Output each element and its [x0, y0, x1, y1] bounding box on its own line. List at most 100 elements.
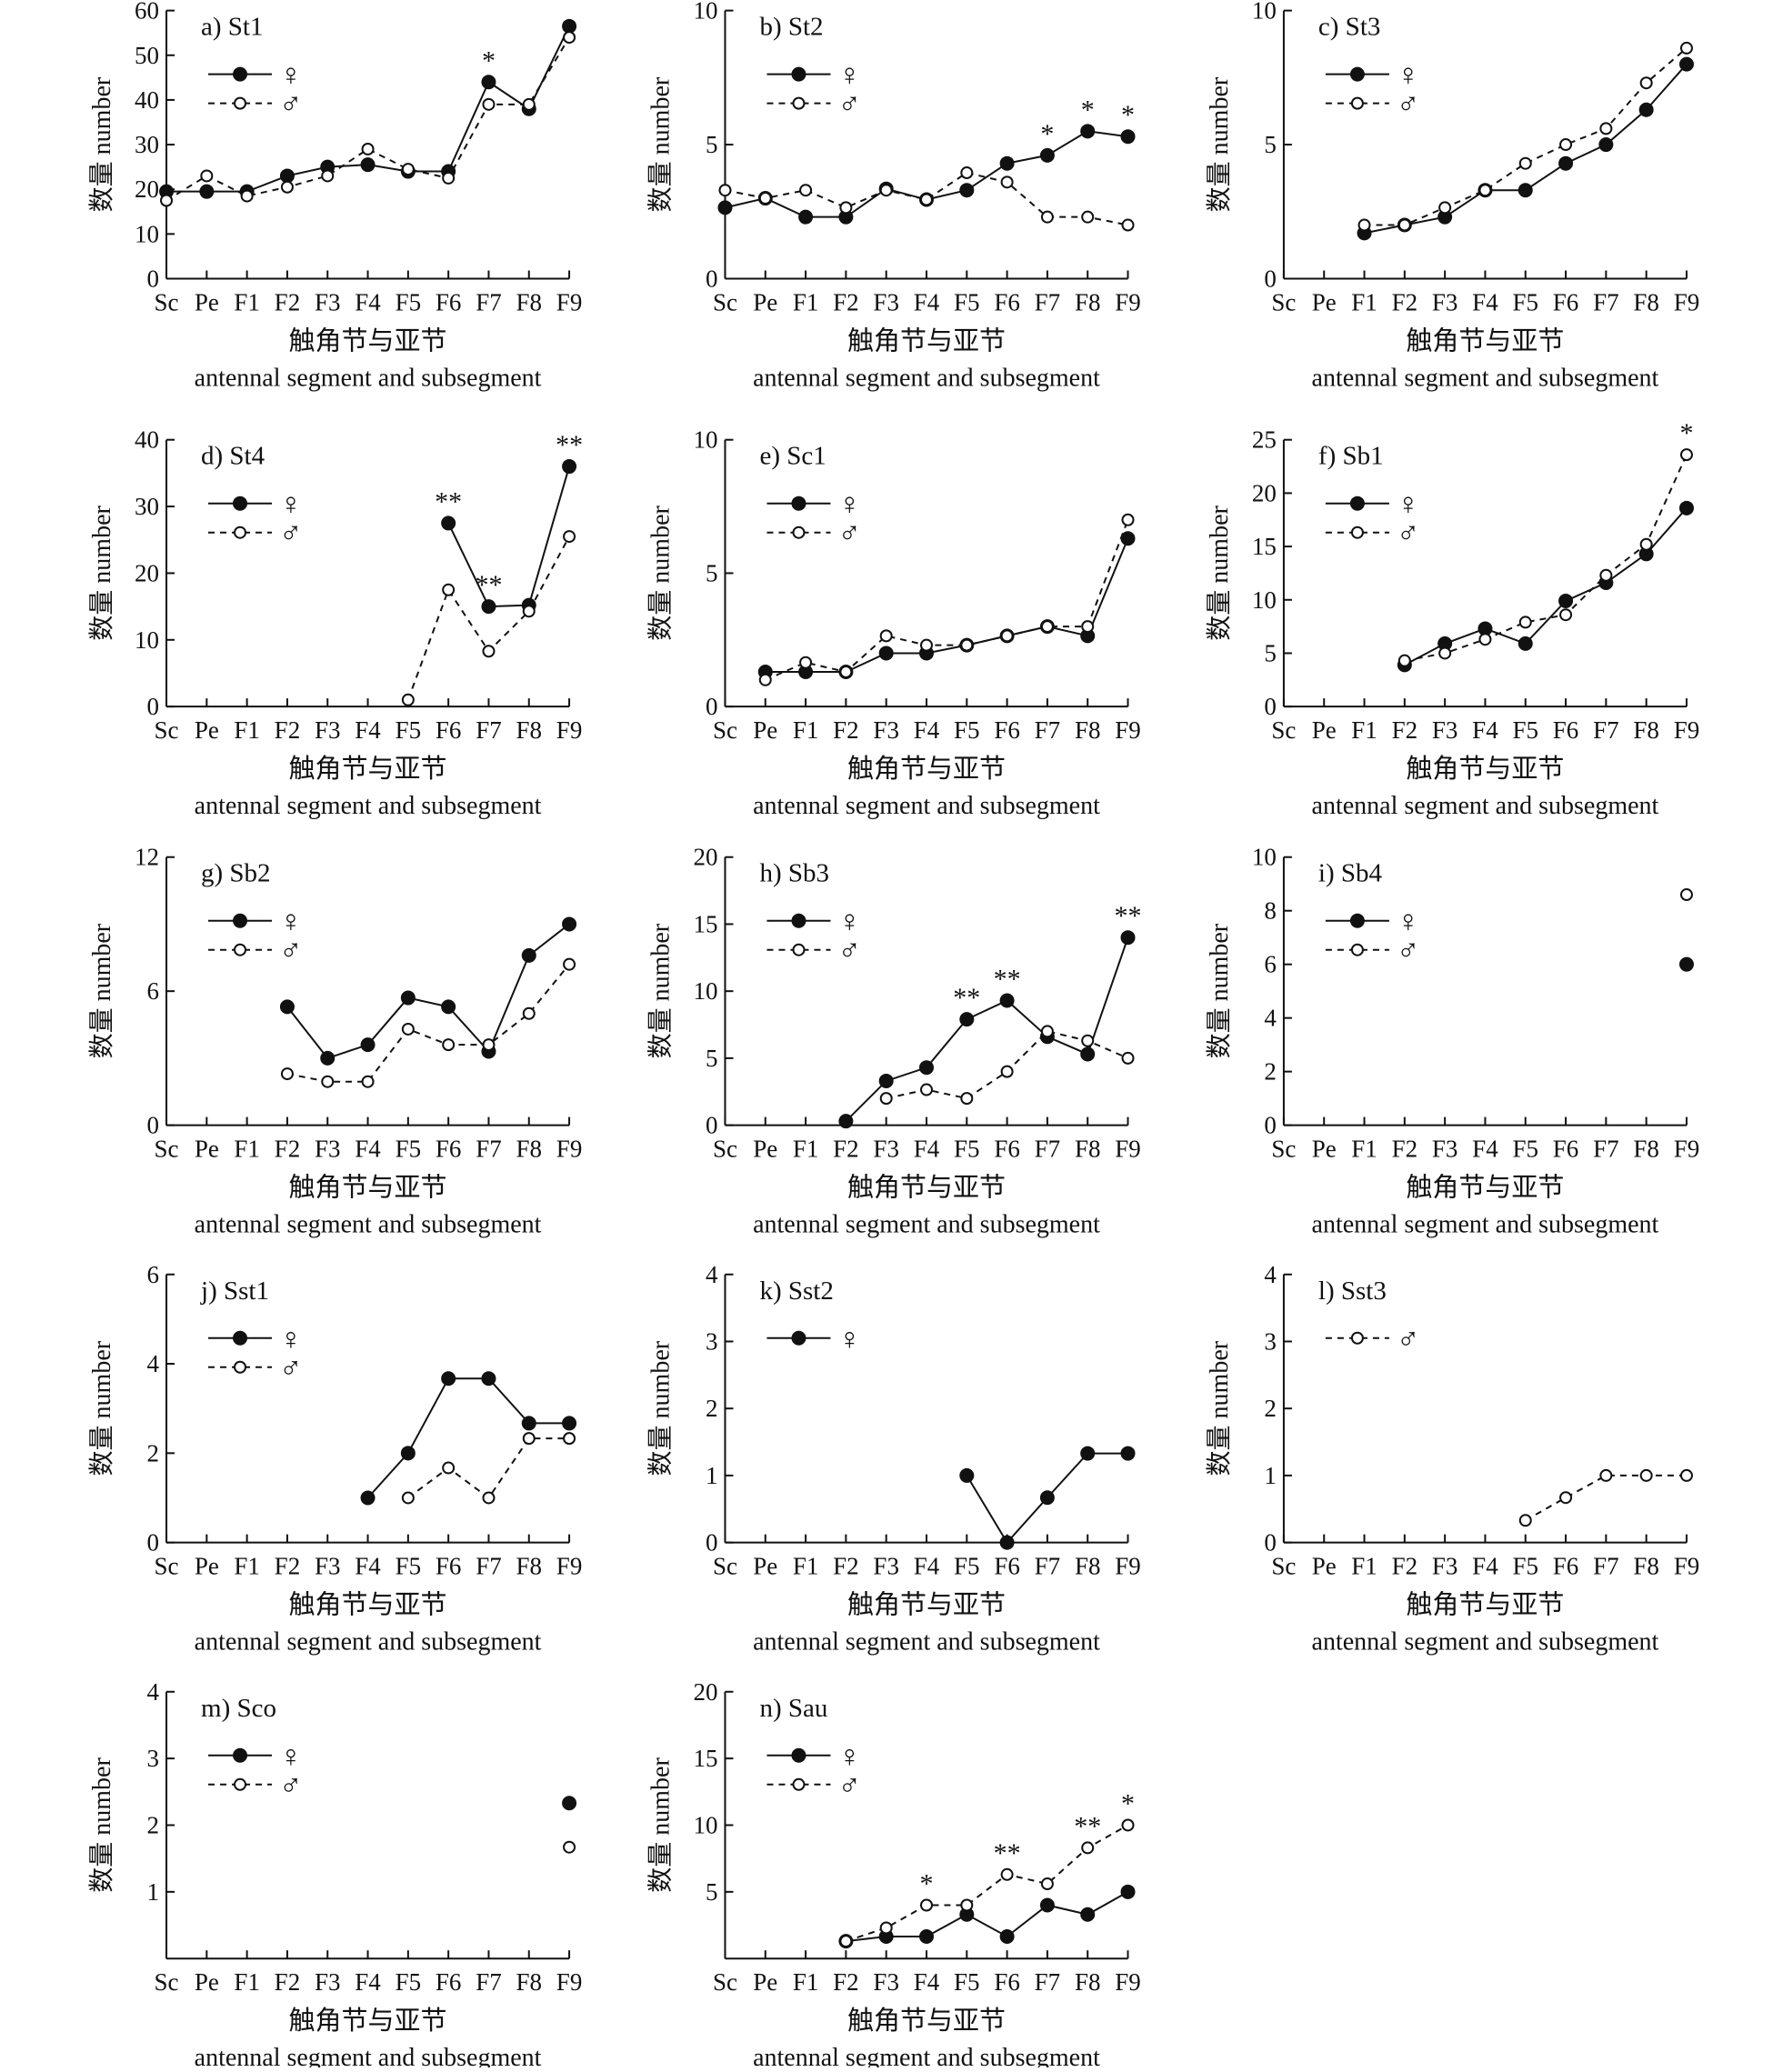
data-point-female [481, 599, 496, 615]
data-point-male [1000, 1065, 1014, 1078]
data-point-female [878, 1073, 894, 1088]
y-tick-label: 10 [1252, 844, 1277, 871]
x-tick-label: F7 [1035, 1553, 1061, 1580]
data-point-female [562, 459, 577, 475]
x-tick-label: F1 [1351, 716, 1377, 744]
y-tick-label: 6 [1264, 951, 1277, 978]
series-line-female [447, 465, 571, 608]
legend-marker-female [1349, 913, 1365, 928]
data-point-male [1000, 1867, 1014, 1881]
data-point-male [1559, 138, 1573, 152]
x-tick-label: Sc [713, 1968, 737, 1996]
x-tick-label: F5 [396, 1136, 422, 1163]
data-point-female [1598, 137, 1614, 153]
x-tick-label: F9 [556, 1553, 583, 1580]
y-tick-label: 0 [706, 1112, 718, 1139]
y-tick-label: 30 [135, 131, 159, 158]
y-tick-label: 0 [1264, 1112, 1277, 1139]
y-tick-label: 4 [1264, 1005, 1277, 1032]
x-tick-label: F2 [833, 1136, 859, 1163]
data-point-female [1638, 102, 1654, 117]
y-tick-label: 0 [147, 693, 160, 720]
data-point-male [401, 693, 415, 706]
x-tick-label: F9 [1115, 1136, 1141, 1163]
x-tick-label: F1 [793, 1553, 819, 1580]
series-line-female [286, 923, 570, 1060]
data-point-female [441, 999, 456, 1015]
data-point-female [999, 993, 1015, 1008]
legend-marker-female [1349, 66, 1365, 82]
data-point-female [1678, 956, 1694, 972]
data-point-male [1599, 122, 1613, 135]
legend-marker-female [233, 495, 248, 511]
x-tick-label: F4 [355, 1136, 381, 1163]
data-point-male [1679, 1468, 1693, 1482]
legend-marker-male [792, 96, 806, 110]
x-tick-label: F4 [914, 716, 940, 744]
data-point-female [1518, 636, 1533, 651]
data-point-male [160, 194, 174, 207]
x-tick-label: Pe [753, 288, 777, 315]
data-point-male [321, 1075, 335, 1088]
x-axis-title-zh: 触角节与亚节 [847, 2006, 1006, 2036]
data-point-female [441, 1371, 456, 1386]
x-axis-title-en: antennal segment and subsegment [1312, 364, 1659, 392]
data-point-male [563, 31, 576, 45]
data-point-female [959, 1012, 975, 1027]
legend-marker-male [234, 1360, 247, 1374]
x-tick-label: F2 [275, 1553, 301, 1580]
x-tick-label: F2 [833, 716, 859, 744]
x-tick-label: F7 [476, 1968, 502, 1996]
y-tick-label: 10 [1252, 586, 1277, 614]
x-tick-label: F9 [556, 1136, 583, 1163]
x-tick-label: F8 [1633, 288, 1659, 315]
data-point-male [1478, 184, 1492, 197]
x-tick-label: F1 [234, 288, 260, 315]
chart-panel-j: 0 2 4 6 Sc Pe F1 F2 F3 F4 F5 F6 F7 F8 F9 触角节与亚节 antennal… [87, 1261, 582, 1657]
panel-title: b) St2 [759, 13, 823, 42]
x-tick-label: Pe [1312, 1136, 1337, 1163]
y-tick-label: 25 [1252, 426, 1277, 454]
data-point-female [1120, 129, 1136, 145]
data-point-male [522, 97, 536, 111]
data-point-male [563, 1432, 576, 1446]
series-line-male [406, 536, 570, 701]
x-tick-label: F8 [516, 288, 542, 315]
x-tick-label: F3 [315, 1136, 341, 1163]
significance-marker: * [1121, 1788, 1135, 1818]
data-point-female [1080, 1046, 1096, 1062]
legend-symbol-female: ♀ [837, 1740, 861, 1774]
x-tick-label: F2 [275, 1136, 301, 1163]
data-point-male [758, 673, 772, 686]
x-tick-label: Pe [753, 1968, 777, 1996]
data-point-female [521, 947, 536, 963]
legend-symbol-female: ♀ [837, 906, 861, 939]
data-point-female [1558, 155, 1574, 171]
y-tick-label: 60 [135, 0, 159, 25]
legend-marker-male [234, 1777, 247, 1791]
legend-marker-male [1350, 96, 1364, 110]
series-line-male [1404, 454, 1688, 662]
chart-panel-k: 0 1 2 3 4 Sc Pe F1 F2 F3 F4 F5 F6 F7 F8 F9 触角节与亚节 antenna… [646, 1261, 1140, 1657]
y-tick-label: 40 [135, 86, 159, 114]
x-tick-label: F8 [1075, 1136, 1101, 1163]
data-point-male [200, 169, 214, 183]
x-tick-label: F4 [1472, 1136, 1498, 1163]
y-axis-title: 数量 number [87, 76, 116, 212]
y-tick-label: 10 [135, 220, 159, 247]
data-point-male [960, 166, 974, 180]
x-tick-label: F8 [1633, 1136, 1659, 1163]
significance-marker: * [1121, 100, 1135, 130]
x-tick-label: F7 [1593, 1553, 1619, 1580]
significance-marker: * [1679, 418, 1693, 448]
x-tick-label: F9 [1674, 1553, 1700, 1580]
y-tick-label: 5 [1264, 639, 1277, 666]
data-point-female [918, 1928, 934, 1944]
data-point-female [481, 75, 496, 90]
legend-symbol-male: ♂ [279, 517, 303, 551]
data-point-male [839, 201, 853, 215]
x-axis-title-en: antennal segment and subsegment [195, 364, 542, 392]
data-point-male [960, 1898, 974, 1912]
legend-marker-female [233, 1747, 248, 1763]
chart-panel-e: 0 5 10 Sc Pe F1 F2 F3 F4 F5 F6 F7 F8 F9 触角节与亚节 antennal… [646, 426, 1140, 820]
